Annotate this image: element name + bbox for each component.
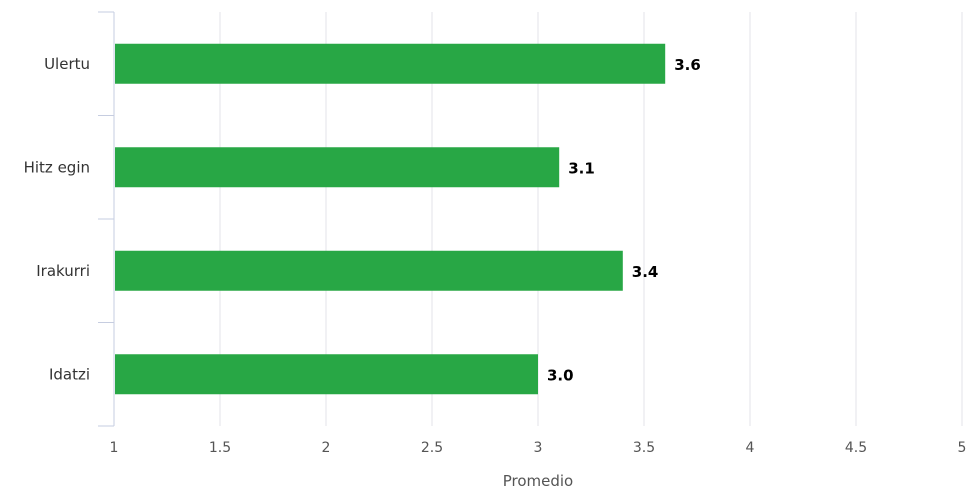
labels: 1 1.5 2 2.5 3 3.5 4 4.5 5 Ulertu 3.6 Hitz egin 3.1 Ir…	[24, 55, 967, 456]
x-tick-label: 1.5	[209, 440, 231, 456]
x-axis-title: Promedio	[503, 472, 574, 490]
bar	[115, 147, 560, 188]
bar	[115, 43, 666, 84]
x-tick-label: 4	[746, 440, 755, 456]
bar	[115, 250, 623, 291]
x-tick-label: 2.5	[421, 440, 443, 456]
bar	[115, 354, 538, 395]
data-label: 3.6	[674, 56, 701, 74]
category-label: Irakurri	[36, 262, 90, 280]
x-tick-label: 5	[958, 440, 967, 456]
x-tick-label: 3.5	[633, 440, 655, 456]
axes	[98, 11, 115, 427]
category-label: Ulertu	[44, 55, 90, 73]
data-label: 3.0	[547, 366, 574, 384]
bars	[115, 43, 666, 395]
x-tick-label: 1	[110, 440, 119, 456]
category-label: Idatzi	[49, 365, 90, 383]
category-label: Hitz egin	[24, 158, 90, 176]
data-label: 3.4	[632, 263, 659, 281]
x-tick-label: 3	[534, 440, 543, 456]
x-tick-label: 4.5	[845, 440, 867, 456]
x-tick-label: 2	[322, 440, 331, 456]
data-label: 3.1	[568, 159, 595, 177]
